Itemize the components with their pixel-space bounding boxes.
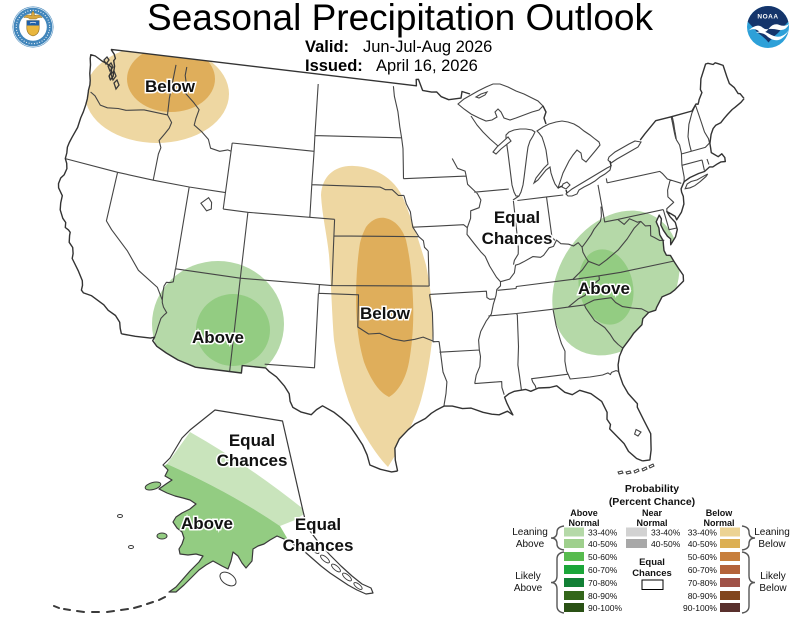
svg-text:Below: Below [145,77,196,96]
svg-text:70-80%: 70-80% [588,578,618,588]
svg-text:Equal: Equal [639,557,665,568]
svg-text:Below: Below [360,304,411,323]
svg-text:Normal: Normal [568,518,599,528]
svg-text:40-50%: 40-50% [688,539,718,549]
svg-text:Likely: Likely [515,571,541,582]
svg-text:Leaning: Leaning [512,527,548,538]
svg-text:Above: Above [181,514,233,533]
svg-text:Above: Above [570,508,598,518]
svg-text:Leaning: Leaning [754,527,790,538]
svg-text:NOAA: NOAA [757,14,778,21]
svg-text:50-60%: 50-60% [588,552,618,562]
svg-text:70-80%: 70-80% [688,578,718,588]
svg-text:Normal: Normal [636,518,667,528]
svg-text:80-90%: 80-90% [588,591,618,601]
svg-text:Jun-Jul-Aug 2026: Jun-Jul-Aug 2026 [363,38,492,56]
svg-text:April 16, 2026: April 16, 2026 [376,57,478,75]
svg-text:Above: Above [578,279,630,298]
svg-text:Below: Below [706,508,734,518]
svg-text:Below: Below [759,583,787,594]
svg-text:60-70%: 60-70% [688,565,718,575]
svg-text:40-50%: 40-50% [651,539,681,549]
svg-text:Below: Below [758,539,786,550]
svg-text:Above: Above [516,539,545,550]
svg-text:50-60%: 50-60% [688,552,718,562]
svg-text:Chances: Chances [482,229,553,248]
svg-text:Seasonal Precipitation Outlook: Seasonal Precipitation Outlook [147,0,653,38]
svg-text:Equal: Equal [295,515,341,534]
svg-text:Near: Near [642,508,663,518]
svg-text:90-100%: 90-100% [683,603,717,613]
svg-text:Equal: Equal [494,208,540,227]
svg-text:40-50%: 40-50% [588,539,618,549]
svg-text:Normal: Normal [703,518,734,528]
svg-text:Probability: Probability [625,483,679,495]
svg-text:80-90%: 80-90% [688,591,718,601]
svg-text:Above: Above [192,328,244,347]
svg-text:Issued:: Issued: [305,57,363,75]
svg-text:90-100%: 90-100% [588,603,622,613]
svg-text:33-40%: 33-40% [688,528,718,538]
svg-text:Chances: Chances [283,536,354,555]
svg-text:Equal: Equal [229,431,275,450]
svg-text:(Percent Chance): (Percent Chance) [609,496,695,508]
svg-text:33-40%: 33-40% [651,528,681,538]
svg-text:Chances: Chances [217,451,288,470]
svg-text:Valid:: Valid: [305,38,349,56]
svg-text:Chances: Chances [632,568,672,579]
svg-text:60-70%: 60-70% [588,565,618,575]
svg-text:Above: Above [514,583,543,594]
svg-text:33-40%: 33-40% [588,528,618,538]
svg-text:Likely: Likely [760,571,786,582]
